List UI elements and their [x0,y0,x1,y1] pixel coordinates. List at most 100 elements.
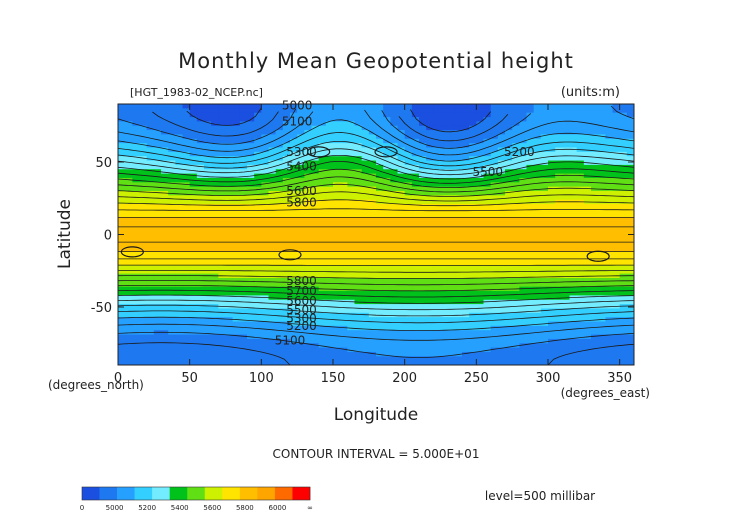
field-cell [268,291,277,296]
field-cell [139,343,148,349]
field-cell [440,112,449,118]
field-cell [376,330,384,336]
field-cell [232,234,241,240]
field-cell [447,169,456,175]
field-cell [275,325,284,331]
field-cell [490,260,499,266]
field-cell [583,304,592,310]
field-cell [261,177,270,183]
field-cell [447,108,456,114]
field-cell [311,130,320,136]
field-cell [605,221,614,227]
field-cell [304,273,313,279]
field-cell [583,264,592,270]
field-cell [419,169,427,175]
field-cell [626,138,634,144]
field-cell [354,356,363,362]
field-cell [519,360,528,365]
field-cell [540,338,549,344]
field-cell [619,164,628,170]
legend-swatch [222,487,241,500]
field-cell [204,325,212,331]
field-cell [189,264,198,270]
field-cell [368,351,377,357]
field-cell [175,173,184,179]
field-cell [462,243,470,249]
field-cell [569,260,578,266]
field-cell [297,247,305,253]
field-cell [454,343,463,349]
field-cell [218,195,227,201]
field-cell [533,169,542,175]
field-cell [361,264,370,270]
field-cell [304,138,313,144]
field-cell [168,243,176,249]
file-label: [HGT_1983-02_NCEP.nc] [130,86,263,99]
field-cell [304,343,313,349]
field-cell [469,278,477,283]
field-cell [419,104,427,109]
field-cell [182,282,191,288]
field-cell [254,312,262,318]
field-cell [340,291,348,296]
field-cell [490,164,499,170]
field-cell [146,230,155,236]
field-cell [598,325,606,331]
field-cell [526,134,535,140]
field-cell [598,177,606,183]
field-cell [598,225,606,231]
field-cell [583,338,592,344]
field-cell [419,264,427,270]
field-cell [218,138,227,144]
field-cell [153,299,162,305]
field-cell [440,134,449,140]
field-cell [533,143,542,149]
field-cell [548,186,556,192]
field-cell [512,330,520,336]
field-cell [569,138,578,144]
field-cell [555,191,563,196]
field-cell [297,208,305,214]
field-cell [469,173,477,179]
field-cell [247,195,255,201]
field-cell [204,317,212,323]
field-cell [469,334,477,340]
field-cell [540,260,549,266]
field-cell [168,199,176,205]
field-cell [196,108,205,114]
field-cell [397,108,406,114]
field-cell [282,295,291,301]
field-cell [232,347,241,353]
field-cell [576,308,585,314]
field-cell [304,243,313,249]
field-cell [447,238,456,244]
field-cell [626,191,634,196]
field-cell [512,308,520,314]
field-cell [619,238,628,244]
field-cell [168,195,176,201]
field-cell [118,147,126,153]
field-cell [161,334,169,340]
field-cell [383,243,391,249]
field-cell [282,125,291,131]
field-cell [347,308,356,314]
field-cell [505,338,513,344]
field-cell [189,356,198,362]
field-cell [433,138,442,144]
field-cell [476,117,485,122]
field-cell [232,312,241,318]
field-cell [290,264,298,270]
field-cell [297,325,305,331]
field-cell [211,121,219,127]
field-cell [569,212,578,218]
field-cell [605,112,614,118]
field-cell [533,225,542,231]
field-cell [347,151,356,157]
field-cell [598,173,606,179]
field-cell [383,308,391,314]
field-cell [232,308,241,314]
field-cell [361,321,370,327]
field-cell [376,286,384,292]
field-cell [161,234,169,240]
field-cell [211,334,219,340]
